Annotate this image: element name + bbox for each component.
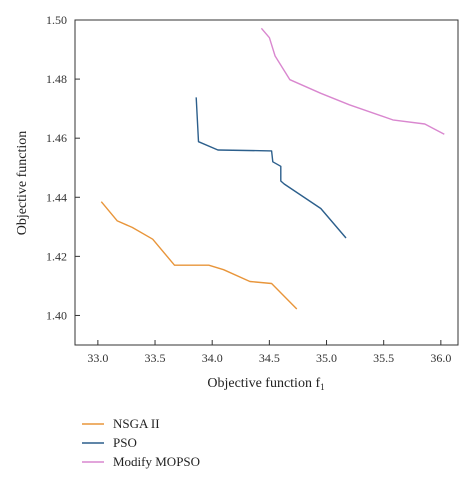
y-axis-title: Objective function: [15, 131, 30, 236]
y-tick-label: 1.46: [46, 131, 67, 145]
series-line-modify-mopso: [260, 27, 445, 135]
x-tick-label: 35.5: [373, 351, 394, 365]
series-lines: [100, 27, 445, 310]
series-line-nsga-ii: [100, 201, 298, 310]
series-line-pso: [195, 97, 347, 239]
x-tick-label: 35.0: [316, 351, 337, 365]
y-tick-label: 1.50: [46, 13, 67, 27]
x-tick-label: 34.0: [202, 351, 223, 365]
x-tick-label: 34.5: [259, 351, 280, 365]
x-tick-label: 33.0: [87, 351, 108, 365]
legend-label: NSGA II: [113, 416, 160, 431]
x-tick-label: 33.5: [145, 351, 166, 365]
x-tick-label: 36.0: [430, 351, 451, 365]
x-axis-title: Objective function f1: [207, 376, 324, 392]
legend-label: PSO: [113, 435, 137, 450]
legend: NSGA II PSO Modify MOPSO: [82, 416, 200, 469]
y-tick-label: 1.42: [46, 249, 67, 263]
x-axis-title-subscript: 1: [320, 382, 325, 392]
y-tick-label: 1.40: [46, 308, 67, 322]
x-axis: 33.0 33.5 34.0 34.5 35.0 35.5 36.0: [87, 340, 451, 365]
y-axis: 1.40 1.42 1.44 1.46 1.48 1.50: [46, 13, 80, 322]
y-tick-label: 1.44: [46, 190, 67, 204]
y-tick-label: 1.48: [46, 72, 67, 86]
legend-label: Modify MOPSO: [113, 454, 200, 469]
plot-area: [74, 19, 459, 346]
